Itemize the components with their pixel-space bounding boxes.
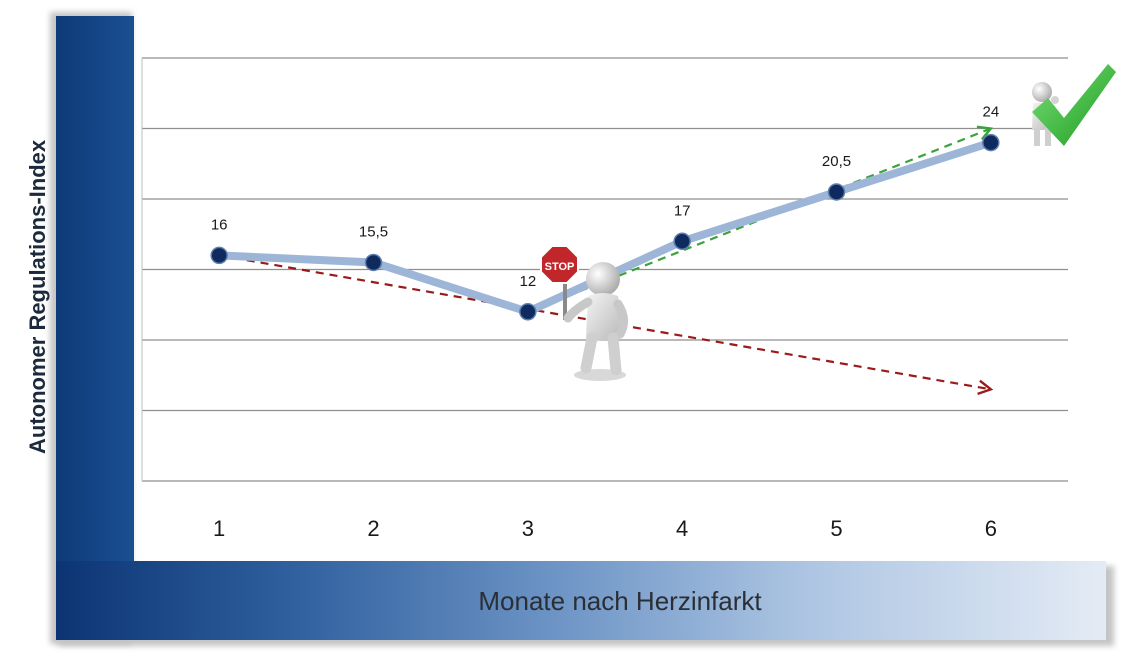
data-label: 12 [519, 273, 536, 290]
x-tick-label: 2 [367, 516, 379, 541]
trend-arrowhead [976, 125, 994, 141]
data-point [982, 133, 1000, 152]
data-point [210, 246, 228, 265]
data-label: 17 [674, 202, 691, 219]
trend-arrowhead [977, 379, 994, 395]
data-point [827, 183, 846, 201]
data-labels: 16 15,5 12 17 20,5 24 [211, 104, 999, 290]
x-tick-label: 4 [676, 516, 688, 541]
x-tick-labels: 1 2 3 4 5 6 [213, 516, 997, 541]
x-axis-title: Monate nach Herzinfarkt [478, 586, 762, 616]
x-tick-label: 3 [522, 516, 534, 541]
data-point [519, 303, 537, 321]
stop-sign-figure-icon: STOP [540, 245, 628, 381]
data-label: 20,5 [822, 153, 851, 170]
data-markers [210, 133, 1000, 321]
data-point [364, 253, 383, 272]
checkmark-icon [1032, 64, 1116, 146]
data-label: 24 [982, 104, 999, 121]
x-axis-band [56, 561, 1106, 640]
x-tick-label: 5 [830, 516, 842, 541]
trend-line [218, 254, 992, 391]
data-label: 15,5 [359, 223, 388, 240]
trend-lines [218, 125, 994, 395]
data-label: 16 [211, 216, 228, 233]
stop-sign-text: STOP [545, 261, 575, 273]
y-axis-band [56, 16, 134, 640]
x-tick-label: 6 [985, 516, 997, 541]
x-tick-label: 1 [213, 516, 225, 541]
data-point [673, 232, 691, 251]
